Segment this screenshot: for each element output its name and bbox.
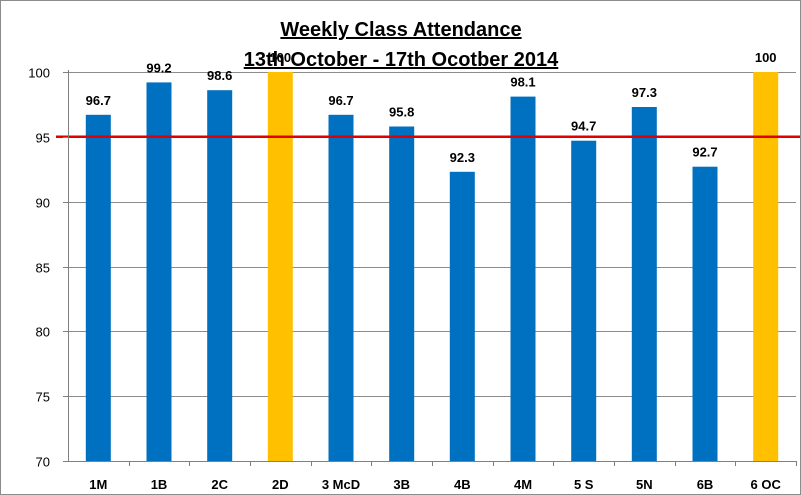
y-tick-label: 70 xyxy=(36,455,50,470)
y-tick-label: 80 xyxy=(36,325,50,340)
data-label: 98.1 xyxy=(510,75,535,90)
data-label: 92.3 xyxy=(450,150,475,165)
x-category-label: 5N xyxy=(636,477,653,492)
x-category-label: 2D xyxy=(272,477,289,492)
data-label: 95.8 xyxy=(389,105,414,120)
y-tick-label: 100 xyxy=(28,66,50,81)
bar-1m xyxy=(85,114,111,462)
x-category-label: 1M xyxy=(89,477,107,492)
bar-3b xyxy=(389,126,415,461)
x-category-label: 4B xyxy=(454,477,471,492)
bar-2d xyxy=(267,72,293,461)
x-category-label: 4M xyxy=(514,477,532,492)
bar-4m xyxy=(510,96,536,461)
y-tick-label: 85 xyxy=(36,261,50,276)
chart-title-group: Weekly Class Attendance 13th October - 1… xyxy=(244,19,559,71)
bar-5-s xyxy=(571,140,597,461)
x-category-label: 6 OC xyxy=(751,477,782,492)
data-label: 94.7 xyxy=(571,119,596,134)
bars xyxy=(85,72,779,462)
x-category-label: 5 S xyxy=(574,477,594,492)
x-category-label: 3B xyxy=(393,477,410,492)
data-label: 96.7 xyxy=(86,93,111,108)
gridlines xyxy=(68,72,796,397)
chart-subtitle: 13th October - 17th Ocotber 2014 xyxy=(244,49,559,71)
data-label: 96.7 xyxy=(328,93,353,108)
chart-title: Weekly Class Attendance xyxy=(280,19,521,41)
data-label: 98.6 xyxy=(207,68,232,83)
bar-6-oc xyxy=(753,72,779,461)
bar-3-mcd xyxy=(328,114,354,462)
bar-6b xyxy=(692,166,718,461)
data-label: 100 xyxy=(269,50,291,65)
bar-2c xyxy=(207,90,233,461)
y-tick-label: 90 xyxy=(36,196,50,211)
data-label: 97.3 xyxy=(632,85,657,100)
data-label: 99.2 xyxy=(146,60,171,75)
x-category-label: 2C xyxy=(211,477,228,492)
data-labels: 96.7 99.2 98.6 100 96.7 95.8 92.3 98.1 94.7 97.3 9… xyxy=(86,50,777,165)
data-label: 92.7 xyxy=(692,145,717,160)
data-label: 100 xyxy=(755,50,777,65)
x-category-label: 6B xyxy=(697,477,714,492)
y-tick-label: 95 xyxy=(36,131,50,146)
bar-1b xyxy=(146,82,172,462)
axes: 70 75 80 85 90 95 100 1M 1B 2C 2D 3 McD 3B 4B 4M 5 S 5N 6… xyxy=(28,66,797,492)
bar-5n xyxy=(631,107,657,461)
x-category-label: 3 McD xyxy=(322,477,360,492)
bar-4b xyxy=(449,171,475,462)
y-tick-label: 75 xyxy=(36,390,50,405)
x-category-label: 1B xyxy=(151,477,168,492)
